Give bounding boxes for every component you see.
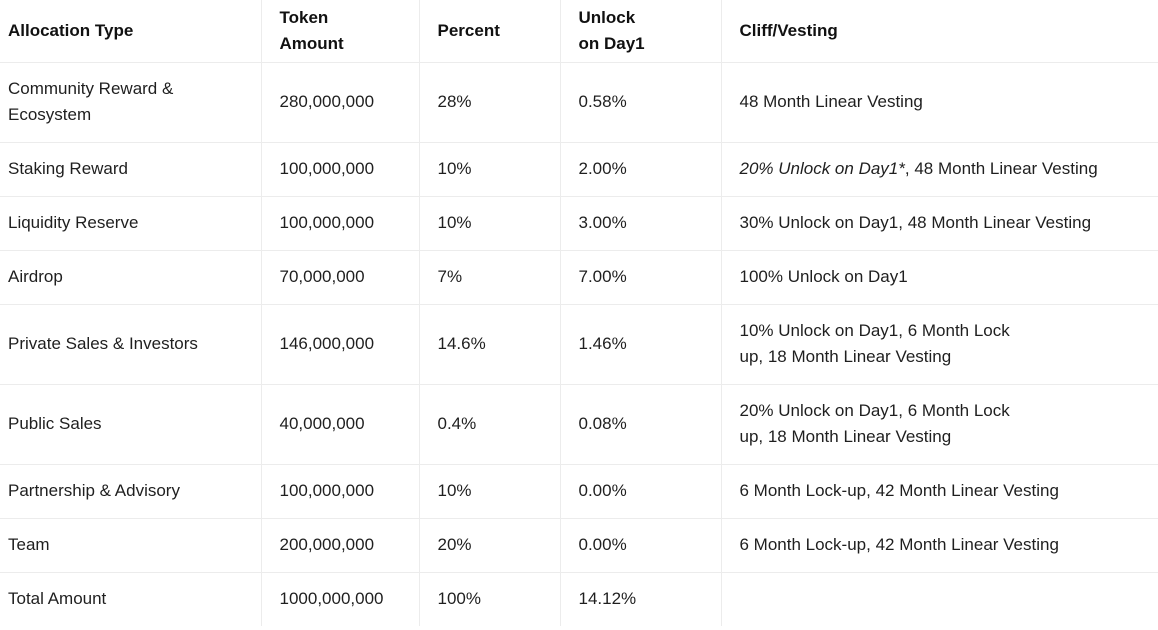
header-token-amount: Token Amount	[261, 0, 420, 63]
cell-percent: 100%	[419, 572, 561, 626]
table-row: Public Sales 40,000,000 0.4% 0.08% 20% U…	[0, 384, 1158, 465]
cell-allocation-type: Private Sales & Investors	[0, 304, 262, 385]
cell-cliff-vesting: 48 Month Linear Vesting	[721, 62, 1158, 143]
cell-percent: 14.6%	[419, 304, 561, 385]
cell-token-amount: 200,000,000	[261, 518, 420, 573]
cell-unlock-day1: 0.58%	[560, 62, 722, 143]
cell-allocation-type: Community Reward & Ecosystem	[0, 62, 262, 143]
cell-allocation-type: Liquidity Reserve	[0, 196, 262, 251]
cell-allocation-type: Partnership & Advisory	[0, 464, 262, 519]
cell-cliff-vesting: 20% Unlock on Day1, 6 Month Lock up, 18 …	[721, 384, 1158, 465]
vesting-note: 20% Unlock on Day1*	[739, 159, 905, 178]
cell-cliff-vesting: 20% Unlock on Day1*, 48 Month Linear Ves…	[721, 142, 1158, 197]
table-header-row: Allocation Type Token Amount Percent Unl…	[0, 0, 1158, 63]
cell-percent: 28%	[419, 62, 561, 143]
table-row-total: Total Amount 1000,000,000 100% 14.12%	[0, 572, 1158, 626]
cell-allocation-type: Airdrop	[0, 250, 262, 305]
table-row: Liquidity Reserve 100,000,000 10% 3.00% …	[0, 196, 1158, 251]
cell-token-amount: 146,000,000	[261, 304, 420, 385]
cell-unlock-day1: 1.46%	[560, 304, 722, 385]
header-unlock-day1: Unlock on Day1	[560, 0, 722, 63]
cell-unlock-day1: 0.00%	[560, 518, 722, 573]
vesting-text: , 48 Month Linear Vesting	[904, 159, 1098, 178]
cell-percent: 0.4%	[419, 384, 561, 465]
cell-token-amount: 100,000,000	[261, 142, 420, 197]
cell-allocation-type: Public Sales	[0, 384, 262, 465]
cell-cliff-vesting: 10% Unlock on Day1, 6 Month Lock up, 18 …	[721, 304, 1158, 385]
cell-unlock-day1: 14.12%	[560, 572, 722, 626]
cell-token-amount: 1000,000,000	[261, 572, 420, 626]
cell-allocation-type: Staking Reward	[0, 142, 262, 197]
cell-unlock-day1: 0.00%	[560, 464, 722, 519]
cell-cliff-vesting: 100% Unlock on Day1	[721, 250, 1158, 305]
cell-percent: 10%	[419, 464, 561, 519]
cell-unlock-day1: 7.00%	[560, 250, 722, 305]
table-row: Community Reward & Ecosystem 280,000,000…	[0, 62, 1158, 143]
cell-percent: 10%	[419, 196, 561, 251]
table-row: Staking Reward 100,000,000 10% 2.00% 20%…	[0, 142, 1158, 197]
header-percent: Percent	[419, 0, 561, 63]
cell-unlock-day1: 3.00%	[560, 196, 722, 251]
cell-token-amount: 280,000,000	[261, 62, 420, 143]
cell-cliff-vesting	[721, 572, 1158, 626]
table-row: Private Sales & Investors 146,000,000 14…	[0, 304, 1158, 385]
header-cliff-vesting: Cliff/Vesting	[721, 0, 1158, 63]
cell-token-amount: 100,000,000	[261, 464, 420, 519]
cell-unlock-day1: 2.00%	[560, 142, 722, 197]
cell-cliff-vesting: 6 Month Lock-up, 42 Month Linear Vesting	[721, 518, 1158, 573]
cell-percent: 20%	[419, 518, 561, 573]
cell-allocation-type: Team	[0, 518, 262, 573]
table-row: Team 200,000,000 20% 0.00% 6 Month Lock-…	[0, 518, 1158, 573]
header-allocation-type: Allocation Type	[0, 0, 262, 63]
cell-token-amount: 40,000,000	[261, 384, 420, 465]
cell-cliff-vesting: 6 Month Lock-up, 42 Month Linear Vesting	[721, 464, 1158, 519]
cell-unlock-day1: 0.08%	[560, 384, 722, 465]
table-row: Airdrop 70,000,000 7% 7.00% 100% Unlock …	[0, 250, 1158, 305]
cell-percent: 7%	[419, 250, 561, 305]
cell-token-amount: 70,000,000	[261, 250, 420, 305]
cell-token-amount: 100,000,000	[261, 196, 420, 251]
table-row: Partnership & Advisory 100,000,000 10% 0…	[0, 464, 1158, 519]
cell-cliff-vesting: 30% Unlock on Day1, 48 Month Linear Vest…	[721, 196, 1158, 251]
cell-allocation-type: Total Amount	[0, 572, 262, 626]
cell-percent: 10%	[419, 142, 561, 197]
